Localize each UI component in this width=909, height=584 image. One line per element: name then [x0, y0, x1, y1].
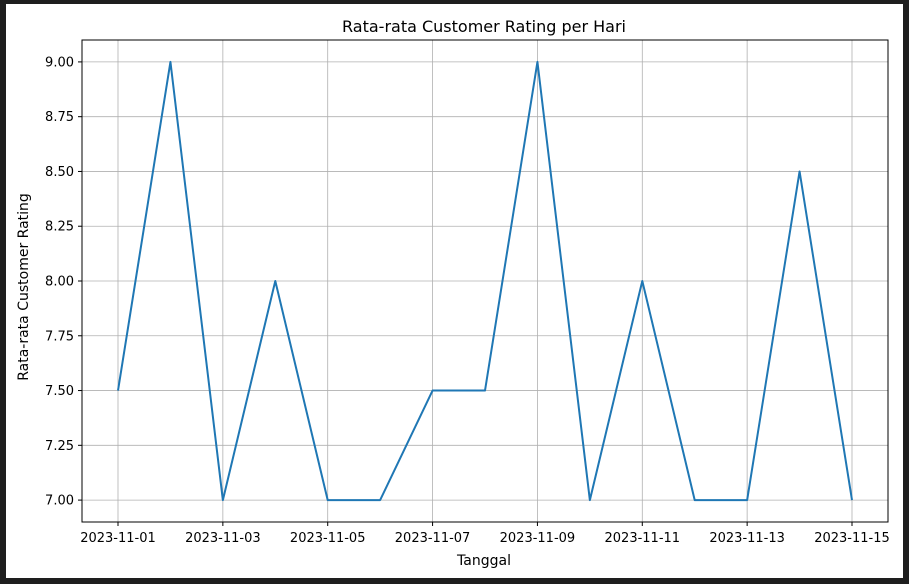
y-tick-label: 7.25: [45, 439, 74, 454]
x-tick-label: 2023-11-13: [709, 531, 785, 546]
x-tick-label: 2023-11-07: [395, 531, 471, 546]
x-tick-label: 2023-11-11: [605, 531, 681, 546]
y-axis-title: Rata-rata Customer Rating: [16, 193, 32, 381]
y-tick-label: 7.50: [45, 384, 74, 399]
y-tick-label: 7.00: [45, 494, 74, 509]
y-tick-label: 8.00: [45, 275, 74, 290]
x-tick-label: 2023-11-03: [185, 531, 261, 546]
y-tick-label: 8.50: [45, 165, 74, 180]
x-tick-label: 2023-11-05: [290, 531, 366, 546]
y-tick-label: 7.75: [45, 329, 74, 344]
x-axis-title: Tanggal: [456, 553, 511, 569]
y-tick-label: 8.25: [45, 220, 74, 235]
series-line: [117, 60, 853, 502]
line-chart: Rata-rata Customer Rating per Hari Tangg…: [16, 17, 890, 569]
x-tick-label: 2023-11-01: [80, 531, 156, 546]
chart-title: Rata-rata Customer Rating per Hari: [342, 17, 626, 36]
y-tick-label: 9.00: [45, 55, 74, 70]
x-tick-label: 2023-11-09: [500, 531, 576, 546]
chart-figure: Rata-rata Customer Rating per Hari Tangg…: [6, 4, 903, 578]
y-tick-label: 8.75: [45, 110, 74, 125]
x-tick-label: 2023-11-15: [814, 531, 890, 546]
